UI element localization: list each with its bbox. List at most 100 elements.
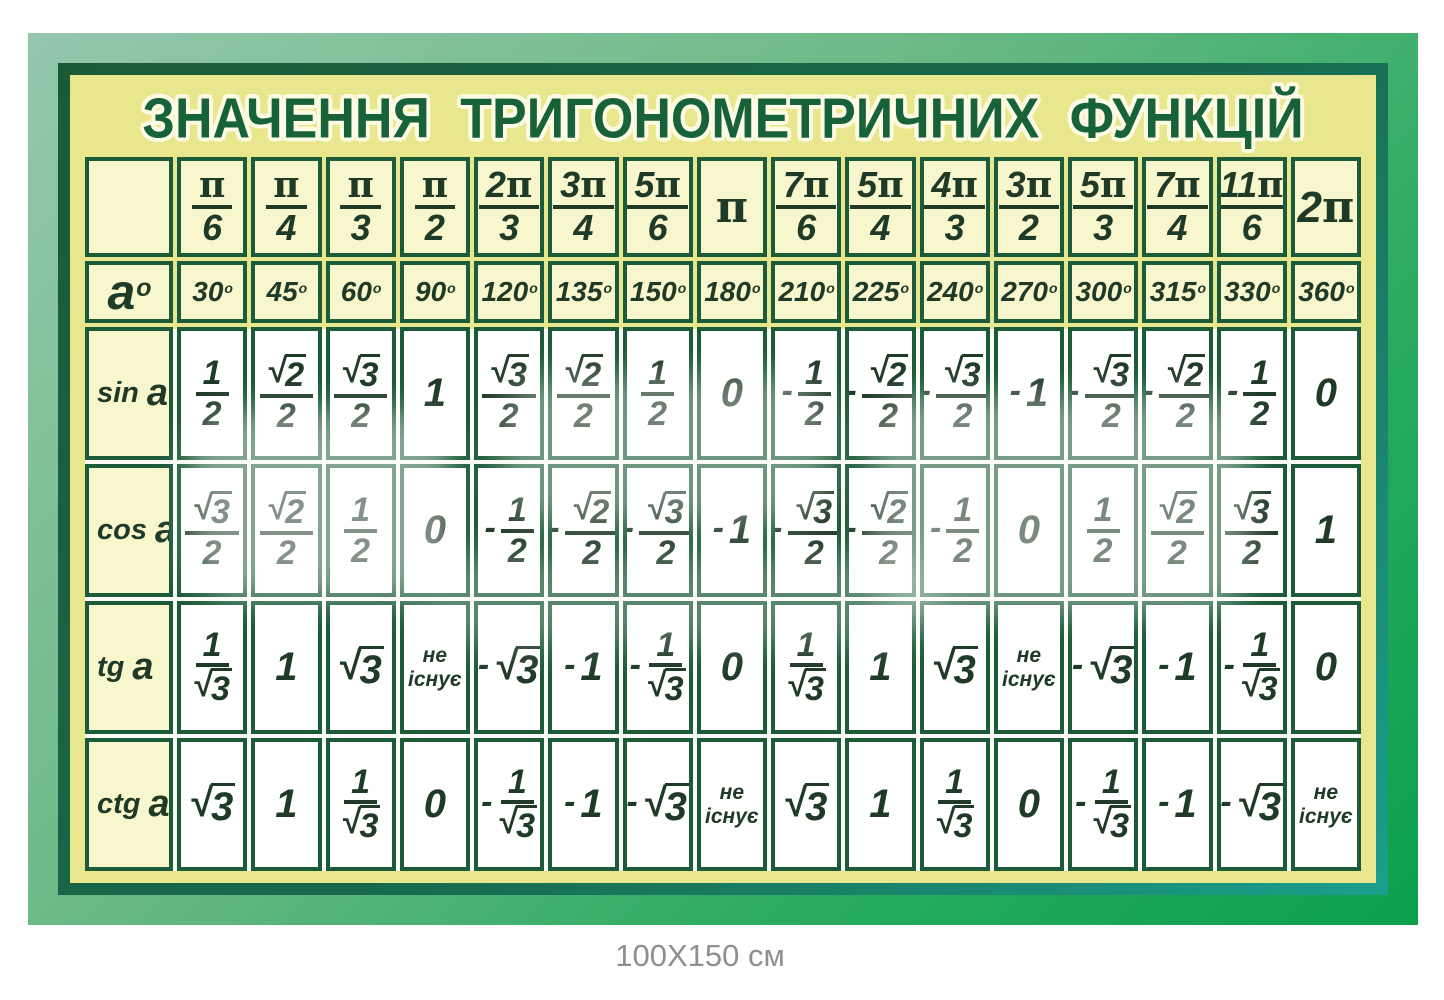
- sqrt-radical: √ 3: [1239, 666, 1280, 709]
- value-cell-sin: √ 3 2: [474, 327, 545, 460]
- pi-symbol: π: [1099, 164, 1127, 207]
- sqrt-radical: √ 3: [189, 780, 236, 829]
- fraction: 1 √ 3: [934, 762, 975, 846]
- minus-sign: -: [626, 782, 638, 821]
- degree-header-cell: 60 o: [325, 261, 396, 323]
- value-cell-ctg: 1: [845, 738, 916, 871]
- degree-header-cell: 150 o: [622, 261, 693, 323]
- sqrt-radical: √ 3: [192, 488, 232, 531]
- value-cell-sin: - √ 2 2: [845, 327, 916, 460]
- fraction: 5π 4: [850, 166, 911, 246]
- value-cell-ctg: 0: [399, 738, 470, 871]
- degree-header-cell: 240 o: [919, 261, 990, 323]
- fraction: √ 2 2: [556, 351, 611, 434]
- sqrt-radical: √ 3: [642, 780, 689, 829]
- pi-symbol: π: [198, 164, 226, 207]
- minus-sign: -: [1227, 372, 1239, 410]
- not-exists-label: не існує: [1002, 644, 1056, 691]
- fraction: √ 2 2: [1158, 351, 1209, 434]
- sqrt-radical: √ 3: [497, 803, 538, 846]
- value-cell-tg: - √ 3: [1068, 601, 1139, 734]
- value-cell-cos: - √ 2 2: [845, 464, 916, 597]
- value-cell-ctg: √ 3: [771, 738, 842, 871]
- fraction: √ 2 2: [259, 490, 314, 571]
- value-cell-tg: -1: [548, 601, 619, 734]
- fraction: √ 3 2: [936, 353, 986, 434]
- not-exists-label: не існує: [408, 644, 462, 691]
- value-cell-cos: 1: [1290, 464, 1361, 597]
- radian-header-cell: 2π 3: [474, 157, 545, 257]
- minus-sign: -: [1071, 645, 1084, 684]
- fraction: √ 3 2: [1224, 490, 1279, 571]
- pi-symbol: π: [802, 164, 830, 207]
- minus-sign: -: [481, 782, 493, 821]
- value-cell-cos: - √ 3 2: [771, 464, 842, 597]
- row-label-sin: sin a: [85, 327, 173, 460]
- value-cell-cos: -1: [696, 464, 767, 597]
- fraction: √ 3 2: [482, 351, 536, 434]
- value-cell-tg: 1: [251, 601, 322, 734]
- minus-sign: -: [845, 371, 857, 410]
- value-cell-sin: √ 2 2: [251, 327, 322, 460]
- degree-header-cell: 225 o: [845, 261, 916, 323]
- radian-header-cell: 5π 4: [845, 157, 916, 257]
- sqrt-radical: √ 2: [1165, 351, 1206, 394]
- sqrt-radical: √ 3: [489, 351, 529, 394]
- sqrt-radical: √ 2: [266, 351, 307, 394]
- fraction: 2π 3: [478, 166, 540, 246]
- sqrt-radical: √ 2: [563, 351, 604, 394]
- minus-sign: -: [477, 645, 490, 684]
- fraction: √ 3 2: [185, 488, 239, 571]
- pi-symbol: π: [1257, 164, 1284, 207]
- fraction: 5π 3: [1072, 164, 1134, 246]
- radian-header-cell: 5π 6: [622, 157, 693, 257]
- sqrt-radical: √ 3: [794, 488, 835, 531]
- value-cell-sin: √ 2 2: [548, 327, 619, 460]
- minus-sign: -: [1075, 782, 1087, 821]
- fraction: 1 √ 3: [1239, 625, 1280, 709]
- minus-sign: -: [484, 509, 496, 547]
- minus-sign: -: [919, 371, 931, 410]
- value-cell-ctg: - √ 3: [1216, 738, 1287, 871]
- degree-header-cell: 210 o: [771, 261, 842, 323]
- degree-header-cell: 300 o: [1068, 261, 1139, 323]
- pi-symbol: π: [951, 164, 978, 207]
- pi-symbol: π: [715, 181, 748, 233]
- sqrt-radical: √ 3: [645, 666, 686, 709]
- size-caption: 100X150 см: [615, 938, 785, 973]
- value-cell-sin: - √ 3 2: [919, 327, 990, 460]
- value-cell-ctg: -1 √ 3: [474, 738, 545, 871]
- fraction: 1 √ 3: [1091, 762, 1132, 846]
- pi-symbol: π: [1025, 164, 1053, 207]
- pi-symbol: π: [1322, 181, 1355, 233]
- minus-sign: -: [1158, 646, 1170, 684]
- value-cell-ctg: 0: [993, 738, 1064, 871]
- fraction: √ 2 2: [861, 353, 912, 434]
- degree-header-cell: 270 o: [993, 261, 1064, 323]
- minus-sign: -: [712, 509, 724, 547]
- value-cell-tg: не існує: [993, 601, 1064, 734]
- value-cell-tg: √ 3: [919, 601, 990, 734]
- minus-sign: -: [622, 508, 634, 547]
- value-cell-tg: - √ 3: [474, 601, 545, 734]
- pi-symbol: π: [273, 164, 300, 207]
- fraction: 3π 4: [553, 166, 614, 246]
- row-label-tg: tg a: [85, 601, 173, 734]
- sqrt-radical: √ 3: [192, 666, 232, 709]
- fraction: 1 √ 3: [786, 625, 826, 709]
- value-cell-cos: √ 3 2: [177, 464, 248, 597]
